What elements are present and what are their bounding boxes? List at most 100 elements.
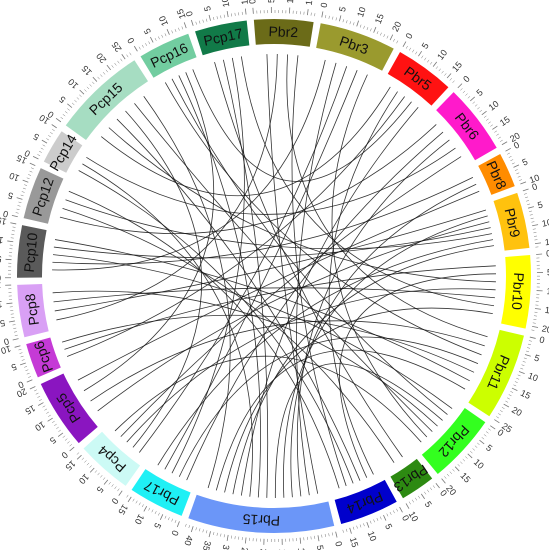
tick-mark	[516, 377, 520, 380]
tick-mark	[490, 425, 496, 430]
tick-mark	[12, 338, 19, 341]
tick-mark	[129, 52, 132, 56]
tick-mark	[356, 20, 359, 27]
tick-mark	[479, 109, 483, 113]
link-pcp4-pcp15	[125, 110, 203, 448]
tick-mark	[19, 362, 26, 366]
tick-mark	[435, 66, 439, 69]
tick-label: 0	[461, 74, 472, 85]
tick-label: 20	[444, 483, 458, 497]
tick-mark	[154, 37, 157, 41]
tick-mark	[465, 93, 468, 96]
tick-mark	[435, 483, 440, 489]
tick-mark	[150, 36, 154, 43]
tick-mark	[496, 133, 499, 136]
tick-label: 15	[373, 12, 386, 25]
tick-mark	[530, 217, 534, 219]
tick-mark	[190, 19, 194, 26]
tick-mark	[71, 102, 75, 106]
link-pbr8-pcp10	[52, 177, 474, 265]
tick-label: 15	[116, 503, 130, 517]
tick-mark	[15, 212, 19, 214]
tick-mark	[151, 509, 154, 513]
tick-mark	[79, 94, 82, 97]
tick-mark	[490, 124, 493, 127]
tick-mark	[16, 197, 23, 200]
link-pbr10-pcp15	[108, 127, 496, 283]
tick-mark	[148, 41, 151, 45]
tick-label: 0	[109, 496, 120, 506]
tick-mark	[483, 115, 487, 118]
tick-mark	[477, 442, 480, 446]
tick-mark	[507, 152, 510, 155]
tick-mark	[370, 28, 372, 32]
tick-mark	[356, 525, 358, 529]
tick-mark	[178, 27, 180, 31]
tick-label: 10	[407, 510, 421, 524]
tick-mark	[383, 514, 387, 521]
tick-mark	[521, 364, 525, 366]
tick-label: 5	[32, 131, 41, 142]
tick-mark	[452, 469, 455, 472]
tick-label: 0	[17, 379, 26, 390]
tick-mark	[8, 320, 15, 323]
tick-mark	[396, 40, 399, 44]
segment-pbr8	[478, 154, 515, 195]
tick-mark	[474, 104, 478, 107]
tick-label: 15	[15, 153, 28, 166]
tick-label: 5	[202, 5, 213, 12]
tick-mark	[430, 61, 433, 65]
tick-mark	[158, 512, 160, 516]
tick-mark	[522, 188, 529, 192]
tick-mark	[446, 473, 450, 477]
tick-label: 15	[24, 403, 38, 417]
tick-mark	[44, 408, 48, 411]
tick-mark	[176, 521, 180, 528]
link-pcp5-pbr8	[77, 190, 480, 381]
segment-pbr17	[131, 469, 191, 516]
link-pbr5-pcp15	[101, 86, 391, 196]
tick-mark	[57, 432, 64, 437]
tick-mark	[118, 490, 123, 496]
tick-mark	[402, 41, 407, 47]
tick-mark	[32, 155, 39, 160]
tick-mark	[138, 46, 141, 50]
tick-label: 10	[355, 6, 368, 19]
tick-mark	[148, 507, 151, 511]
tick-label: 10	[66, 77, 80, 91]
tick-mark	[494, 419, 500, 424]
link-pbr6-pcp4	[120, 156, 462, 437]
tick-mark	[520, 181, 527, 185]
tick-mark	[299, 537, 302, 544]
link-pbr12-pcp4	[114, 355, 422, 443]
tick-mark	[520, 367, 524, 370]
tick-label: 15	[519, 388, 532, 401]
tick-mark	[420, 493, 425, 500]
link-pbr15-pcp16	[178, 75, 261, 498]
tick-mark	[321, 534, 323, 538]
tick-mark	[37, 395, 41, 398]
tick-mark	[127, 496, 132, 503]
tick-label: 15	[80, 63, 94, 77]
tick-mark	[366, 521, 370, 528]
link-pbr12-pbr15	[274, 363, 443, 498]
tick-mark	[76, 452, 80, 455]
tick-mark	[325, 15, 327, 19]
tick-label: 10	[527, 370, 540, 383]
tick-label: 15	[498, 114, 512, 128]
tick-mark	[26, 372, 30, 375]
link-pcp17-pbr10	[240, 56, 495, 307]
tick-label: 10	[0, 299, 3, 310]
tick-label: 20	[508, 130, 522, 144]
tick-mark	[174, 29, 177, 32]
tick-mark	[386, 513, 389, 517]
tick-mark	[67, 108, 70, 111]
tick-mark	[6, 302, 13, 305]
tick-mark	[195, 21, 197, 25]
tick-label: 5	[420, 41, 431, 51]
tick-mark	[462, 90, 466, 94]
link-pbr11-pcp16	[164, 82, 482, 356]
tick-mark	[467, 453, 473, 459]
tick-mark	[102, 477, 106, 481]
